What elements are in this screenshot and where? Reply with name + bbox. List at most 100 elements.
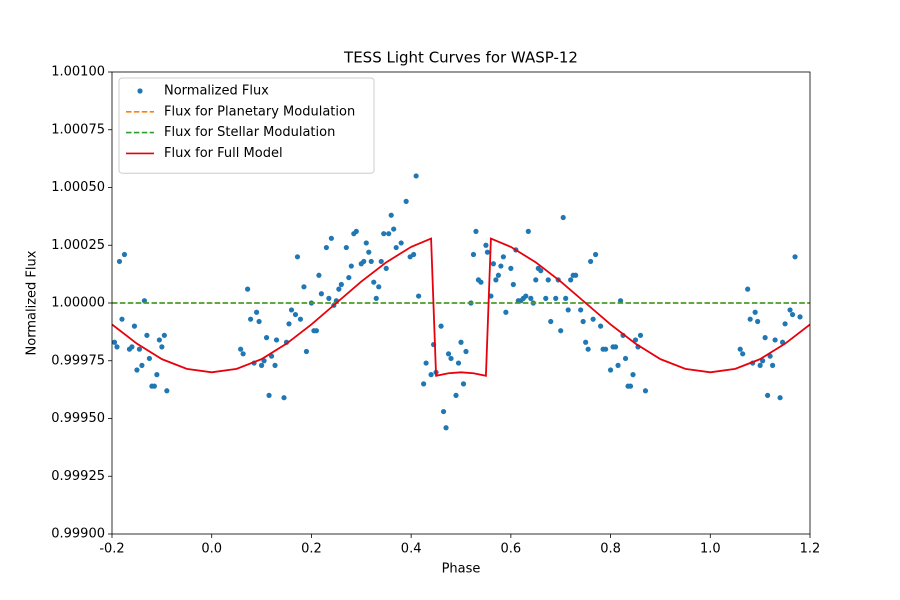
data-point xyxy=(627,383,634,389)
data-point xyxy=(782,321,788,327)
x-tick-label: 1.2 xyxy=(800,542,821,557)
data-point xyxy=(510,281,516,288)
data-point xyxy=(159,344,165,350)
data-point xyxy=(560,214,566,221)
x-tick-label: 0.6 xyxy=(501,542,522,557)
data-point xyxy=(737,346,743,352)
data-point xyxy=(792,254,798,260)
data-point xyxy=(460,381,467,387)
data-point xyxy=(346,274,352,281)
data-point xyxy=(545,277,551,283)
data-point xyxy=(353,228,359,234)
data-point xyxy=(598,323,604,329)
y-axis-label: Normalized Flux xyxy=(25,250,40,355)
data-point xyxy=(393,244,399,251)
data-point xyxy=(343,244,349,251)
data-point xyxy=(266,392,272,398)
data-point xyxy=(164,388,170,394)
data-point xyxy=(503,309,509,315)
data-point xyxy=(607,367,614,373)
data-point xyxy=(421,381,427,387)
data-point xyxy=(563,295,569,301)
data-point xyxy=(161,332,167,338)
data-point xyxy=(443,425,449,431)
data-point xyxy=(136,346,143,352)
x-axis-label: Phase xyxy=(442,562,481,577)
data-point xyxy=(403,198,409,204)
data-point xyxy=(548,318,554,325)
model-line xyxy=(112,237,810,377)
data-point xyxy=(500,254,506,260)
data-point xyxy=(543,295,549,301)
data-point xyxy=(525,228,531,234)
data-point xyxy=(757,362,763,368)
data-point xyxy=(612,344,619,350)
data-point xyxy=(258,362,265,368)
data-point xyxy=(373,295,379,301)
data-point xyxy=(490,261,497,267)
data-point xyxy=(777,395,783,401)
legend-label: Flux for Full Model xyxy=(164,146,283,161)
x-tick-label: -0.2 xyxy=(99,542,124,557)
axes-frame xyxy=(111,71,811,535)
data-point xyxy=(755,318,761,325)
data-point xyxy=(747,316,753,322)
y-tick-label: 1.00075 xyxy=(51,122,105,137)
data-point xyxy=(528,295,534,301)
x-tick-label: 0.2 xyxy=(301,542,322,557)
y-tick-label: 1.00025 xyxy=(51,238,105,253)
data-point xyxy=(297,316,304,322)
data-point xyxy=(630,372,636,378)
data-point xyxy=(388,212,394,218)
data-point xyxy=(458,339,464,345)
legend-box xyxy=(118,77,375,174)
x-tick-label: 0.0 xyxy=(201,542,222,557)
data-point xyxy=(752,309,758,315)
data-point xyxy=(323,244,329,251)
x-tick-label: 1.0 xyxy=(700,542,721,557)
data-point xyxy=(378,258,384,265)
data-point xyxy=(445,351,452,357)
data-point xyxy=(565,307,571,313)
data-point xyxy=(381,231,387,237)
y-tick-label: 1.00050 xyxy=(51,180,105,195)
data-point xyxy=(303,348,310,355)
data-point xyxy=(348,263,354,269)
data-point xyxy=(328,235,334,241)
data-point xyxy=(383,265,389,271)
data-point xyxy=(593,251,599,258)
data-point xyxy=(112,339,118,345)
data-point xyxy=(463,348,469,355)
data-point xyxy=(483,242,489,248)
data-point xyxy=(423,360,429,366)
data-point xyxy=(376,284,382,290)
data-point xyxy=(538,268,544,274)
data-point xyxy=(131,323,138,329)
data-point xyxy=(438,323,444,329)
data-point xyxy=(797,314,803,320)
data-point xyxy=(114,344,120,350)
data-point xyxy=(637,332,644,338)
data-point xyxy=(116,258,123,265)
data-point xyxy=(533,277,539,283)
data-point xyxy=(263,335,270,341)
data-point xyxy=(273,337,280,343)
y-tick-label: 0.99900 xyxy=(51,527,105,542)
data-point xyxy=(787,307,793,313)
data-point xyxy=(615,362,621,368)
x-tick-label: 0.4 xyxy=(401,542,422,557)
data-point xyxy=(144,332,150,338)
data-point xyxy=(772,337,778,343)
y-tick-label: 0.99950 xyxy=(51,411,105,426)
data-point xyxy=(455,360,462,366)
data-point xyxy=(240,351,246,357)
legend-marker xyxy=(137,88,143,94)
data-point xyxy=(767,353,773,359)
data-point xyxy=(313,328,320,334)
data-point xyxy=(493,277,499,283)
data-point xyxy=(617,298,624,304)
data-point xyxy=(590,316,596,322)
data-point xyxy=(119,316,125,322)
